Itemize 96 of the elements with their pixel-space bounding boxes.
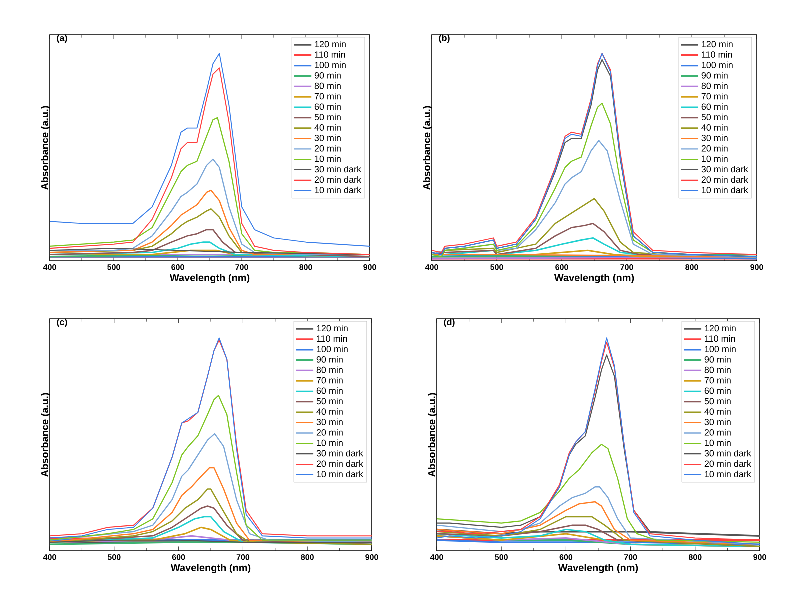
x-tick-label: 900 [366, 554, 378, 560]
x-tick-label: 400 [43, 554, 56, 560]
legend-label: 60 min [704, 388, 731, 394]
legend-label: 120 min [702, 40, 733, 48]
legend-label: 30 min [314, 134, 341, 142]
legend-label: 40 min [316, 408, 343, 416]
legend-label: 20 min dark [702, 176, 748, 184]
x-tick-label: 500 [108, 264, 120, 270]
x-axis-title: Wavelength (nm) [554, 274, 634, 284]
x-tick-label: 800 [686, 264, 698, 270]
x-tick-label: 400 [43, 264, 56, 270]
legend-label: 100 min [317, 346, 348, 352]
chart-title: (b) [439, 34, 450, 44]
x-tick-label: 600 [560, 554, 573, 560]
y-axis-title: Absorbance (a.u.) [41, 393, 50, 477]
legend-label: 20 min [702, 145, 728, 152]
legend-label: 30 min dark [314, 166, 362, 173]
x-axis-title: Wavelength (nm) [170, 564, 251, 574]
legend-label: 120 min [705, 325, 736, 332]
chart-title: (a) [57, 34, 68, 44]
legend-label: 70 min [704, 377, 731, 384]
legend-label: 70 min [316, 377, 343, 384]
legend-label: 70 min [702, 93, 728, 100]
x-tick-label: 600 [556, 264, 568, 270]
legend-label: 10 min [705, 440, 731, 446]
x-tick-label: 500 [490, 264, 504, 270]
legend-label: 90 min [702, 72, 728, 79]
x-tick-label: 900 [754, 554, 766, 560]
x-tick-label: 700 [620, 264, 634, 270]
x-tick-label: 500 [108, 554, 121, 560]
x-tick-label: 400 [430, 554, 444, 560]
y-axis-title: Absorbance (a.u.) [423, 106, 432, 190]
y-axis-title: Absorbance (a.u.) [428, 393, 438, 477]
x-tick-label: 800 [300, 264, 312, 270]
legend-label: 20 min dark [314, 176, 362, 184]
legend-label: 10 min dark [702, 186, 748, 194]
x-tick-label: 600 [172, 264, 184, 270]
legend-label: 100 min [702, 62, 733, 68]
legend-label: 20 min dark [704, 460, 752, 468]
legend-label: 10 min dark [705, 470, 752, 478]
x-tick-label: 800 [301, 554, 314, 560]
legend-label: 40 min [314, 124, 341, 131]
legend-label: 30 min dark [316, 450, 364, 457]
x-axis-title: Wavelength (nm) [558, 564, 638, 574]
legend-label: 20 min dark [316, 460, 364, 468]
legend-label: 110 min [315, 51, 346, 58]
legend-label: 60 min [316, 388, 343, 394]
legend-label: 50 min [704, 398, 731, 405]
legend-label: 80 min [314, 82, 341, 90]
legend-label: 110 min [705, 335, 736, 342]
x-tick-label: 700 [624, 554, 638, 560]
legend-label: 90 min [316, 356, 343, 363]
x-tick-label: 500 [495, 554, 508, 560]
legend-label: 50 min [316, 398, 343, 405]
legend-label: 120 min [315, 40, 346, 48]
chart-title: (c) [57, 318, 68, 328]
x-axis-title: Wavelength (nm) [170, 274, 250, 284]
legend-label: 70 min [314, 93, 341, 100]
legend-label: 10 min [315, 156, 341, 162]
legend-label: 50 min [314, 114, 341, 121]
legend-label: 30 min dark [702, 166, 748, 173]
legend-label: 90 min [704, 356, 731, 363]
legend-label: 90 min [314, 72, 341, 79]
legend-label: 10 min [702, 156, 728, 162]
x-tick-label: 900 [750, 264, 764, 270]
legend-label: 80 min [316, 366, 343, 374]
legend-label: 20 min [704, 429, 731, 436]
legend-label: 20 min [314, 145, 341, 152]
legend-label: 110 min [702, 51, 732, 58]
legend-label: 10 min dark [315, 186, 362, 194]
legend-label: 80 min [702, 82, 728, 90]
x-tick-label: 400 [425, 264, 438, 270]
legend-label: 80 min [704, 366, 731, 374]
x-tick-label: 600 [172, 554, 186, 560]
legend-label: 100 min [705, 346, 736, 352]
legend-label: 30 min [704, 418, 731, 426]
legend-label: 40 min [704, 408, 731, 416]
legend-label: 10 min [317, 440, 343, 446]
legend-label: 30 min [316, 418, 343, 426]
legend-label: 10 min dark [317, 470, 364, 478]
chart-title: (d) [444, 318, 455, 328]
legend-label: 20 min [316, 429, 343, 436]
y-axis-title: Absorbance (a.u.) [41, 106, 50, 190]
legend-label: 60 min [314, 103, 341, 110]
x-tick-label: 700 [236, 554, 250, 560]
legend-label: 30 min dark [704, 450, 752, 457]
legend-label: 50 min [702, 114, 728, 121]
legend-label: 60 min [702, 103, 728, 110]
legend-label: 100 min [315, 62, 346, 68]
x-tick-label: 800 [688, 554, 702, 560]
x-tick-label: 900 [364, 264, 376, 270]
legend-label: 110 min [317, 335, 348, 342]
legend-label: 30 min [702, 134, 728, 142]
x-tick-label: 700 [236, 264, 248, 270]
legend-label: 120 min [317, 325, 348, 332]
legend-label: 40 min [702, 124, 728, 131]
